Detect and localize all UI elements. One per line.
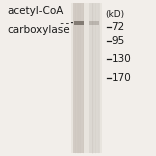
Text: 170: 170 — [112, 73, 131, 83]
Text: 72: 72 — [112, 22, 125, 32]
Bar — [89, 3, 100, 153]
Bar — [89, 21, 99, 25]
Bar — [74, 21, 84, 25]
Text: 130: 130 — [112, 54, 131, 64]
Bar — [71, 3, 102, 153]
Text: carboxylase: carboxylase — [8, 25, 70, 35]
Text: 95: 95 — [112, 36, 125, 46]
Bar — [73, 3, 84, 153]
Text: acetyl-CoA: acetyl-CoA — [8, 6, 64, 16]
Text: (kD): (kD) — [105, 10, 124, 19]
Text: --: -- — [58, 18, 71, 28]
